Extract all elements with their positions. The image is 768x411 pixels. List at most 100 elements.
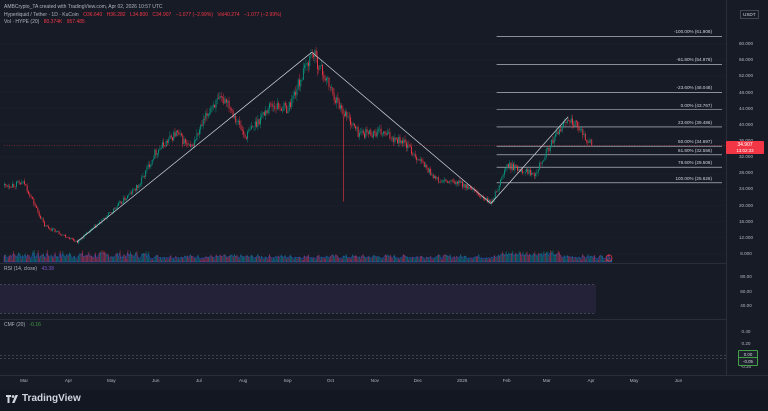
cmf-label[interactable]: CMF (20) — [4, 322, 26, 328]
candle-body — [109, 212, 111, 213]
volume-bar — [147, 257, 148, 262]
candle-body — [462, 181, 464, 188]
candle-body — [181, 133, 182, 136]
candle-body — [295, 91, 297, 96]
candle-body — [479, 195, 481, 197]
volume-bar — [540, 252, 542, 262]
volume-bar — [352, 254, 354, 262]
candle-body — [186, 143, 188, 144]
volume-bar — [287, 257, 289, 262]
candle-body — [113, 208, 114, 213]
candle-body — [439, 181, 441, 183]
volume-bar — [556, 253, 558, 262]
volume-bar — [234, 254, 235, 262]
volume-bar — [114, 256, 116, 262]
candle-body — [529, 169, 531, 176]
candle-body — [21, 182, 23, 185]
volume-bar — [314, 259, 316, 262]
volume-bar — [304, 255, 306, 262]
candle-body — [231, 109, 233, 111]
volume-bar — [76, 259, 78, 262]
rsi-value: 43.38 — [41, 266, 54, 272]
candle-body — [331, 87, 332, 89]
volume-bar — [401, 257, 403, 262]
candle-body — [372, 131, 374, 138]
volume-bar — [338, 257, 339, 262]
candle-body — [397, 139, 398, 144]
volume-bar — [581, 259, 582, 262]
candle-body — [202, 119, 204, 127]
volume-bar — [423, 259, 425, 262]
candle-body — [388, 132, 390, 133]
candle-body — [381, 133, 383, 135]
volume-bar — [5, 254, 7, 262]
volume-bar — [275, 256, 277, 262]
candle-body — [341, 105, 343, 109]
candle-body — [570, 118, 572, 123]
volume-bar — [371, 257, 373, 262]
rsi-label[interactable]: RSI (14, close) — [4, 266, 38, 272]
candle-body — [93, 225, 95, 228]
candle-body — [506, 164, 508, 168]
candle-body — [569, 120, 571, 123]
volume-bar — [364, 256, 365, 262]
volume-bar — [451, 259, 452, 262]
candle-body — [265, 110, 267, 116]
volume-bar — [130, 251, 131, 262]
candle-body — [62, 234, 64, 236]
volume-bar — [72, 257, 74, 262]
volume-bar — [418, 258, 420, 262]
candle-body — [207, 114, 209, 117]
volume-bar — [407, 256, 408, 262]
candle-body — [507, 164, 509, 167]
volume-bar — [196, 259, 198, 262]
volume-bar — [176, 259, 178, 262]
volume-bar — [205, 256, 207, 262]
candle-body — [394, 137, 396, 142]
candle-body — [343, 113, 345, 117]
candle-body — [86, 232, 87, 234]
candle-body — [366, 129, 368, 133]
volume-bar — [321, 256, 322, 262]
candle-body — [115, 207, 117, 210]
volume-bar — [573, 259, 575, 262]
candle-body — [591, 139, 593, 146]
volume-label[interactable]: Vol · HYPE (20) — [4, 19, 40, 25]
volume-bar — [570, 257, 572, 262]
candle-body — [442, 180, 444, 182]
candle-body — [425, 164, 427, 167]
candle-body — [440, 181, 442, 183]
volume-bar — [269, 254, 270, 262]
candle-body — [306, 62, 308, 65]
candle-body — [52, 228, 53, 231]
candle-body — [74, 240, 76, 242]
volume-bar — [300, 258, 302, 262]
candle-body — [188, 144, 190, 146]
candle-body — [138, 184, 140, 188]
volume-bar — [93, 257, 95, 262]
volume-bar — [252, 255, 254, 262]
price-axis[interactable]: 60.000 56.000 52.000 48.000 44.000 40.000 36.0… — [726, 0, 768, 376]
currency-button[interactable]: USDT — [740, 10, 759, 19]
volume-bar — [144, 253, 146, 262]
candle-body — [173, 132, 175, 141]
candle-body — [28, 191, 29, 195]
tradingview-logo[interactable]: TradingView — [6, 393, 81, 404]
candle-body — [163, 142, 165, 146]
volume-bar — [403, 254, 404, 262]
volume-bar — [345, 254, 347, 262]
header-symbol-title[interactable]: Hyperliquid / Tether · 1D · KuCoin — [4, 12, 79, 18]
candle-body — [328, 77, 330, 87]
volume-bar — [134, 258, 135, 262]
candle-body — [155, 149, 157, 156]
candle-body — [75, 240, 77, 242]
volume-bar — [568, 256, 569, 262]
volume-bar — [228, 255, 230, 262]
candle-body — [225, 99, 227, 103]
candle-body — [134, 189, 136, 191]
candle-body — [262, 112, 264, 115]
volume-bar — [104, 251, 105, 262]
candle-body — [12, 183, 13, 188]
volume-bar — [106, 253, 108, 262]
